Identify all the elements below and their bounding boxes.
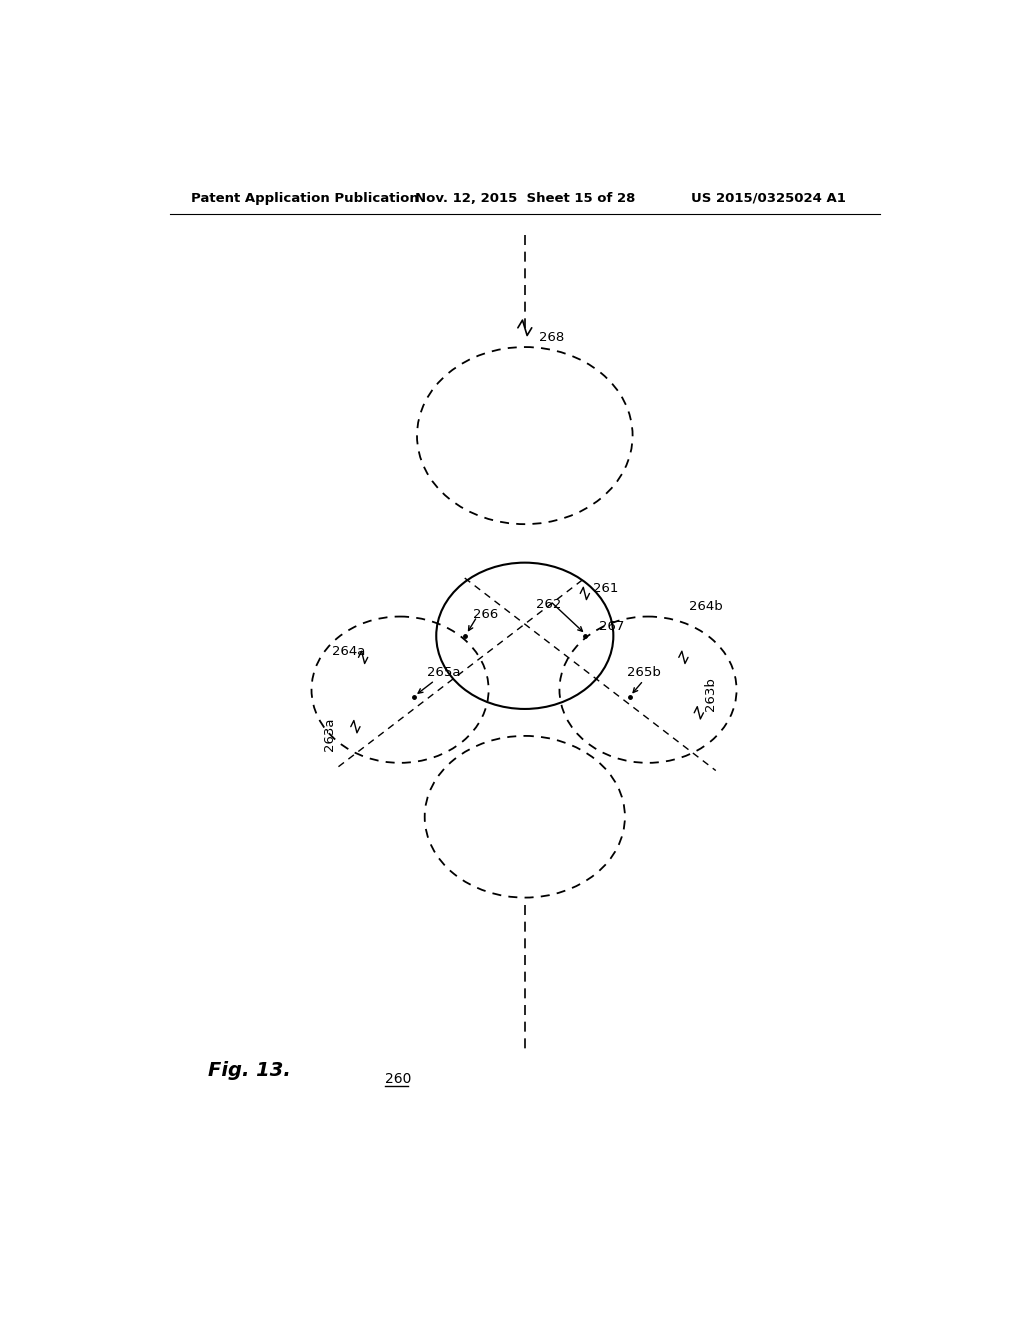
Text: Nov. 12, 2015  Sheet 15 of 28: Nov. 12, 2015 Sheet 15 of 28 <box>416 191 636 205</box>
Text: 268: 268 <box>539 330 564 343</box>
Text: 261: 261 <box>593 582 617 594</box>
Text: 262: 262 <box>537 598 562 611</box>
Text: 267: 267 <box>599 620 624 634</box>
Text: 265b: 265b <box>628 667 662 680</box>
Text: 264b: 264b <box>689 601 723 612</box>
Text: Patent Application Publication: Patent Application Publication <box>190 191 419 205</box>
Text: Fig. 13.: Fig. 13. <box>208 1061 291 1080</box>
Text: 263b: 263b <box>705 677 717 711</box>
Text: 264a: 264a <box>333 644 366 657</box>
Text: 266: 266 <box>473 607 499 620</box>
Text: 260: 260 <box>385 1072 411 1085</box>
Text: US 2015/0325024 A1: US 2015/0325024 A1 <box>691 191 846 205</box>
Text: 263a: 263a <box>323 718 336 751</box>
Text: 265a: 265a <box>427 667 461 680</box>
